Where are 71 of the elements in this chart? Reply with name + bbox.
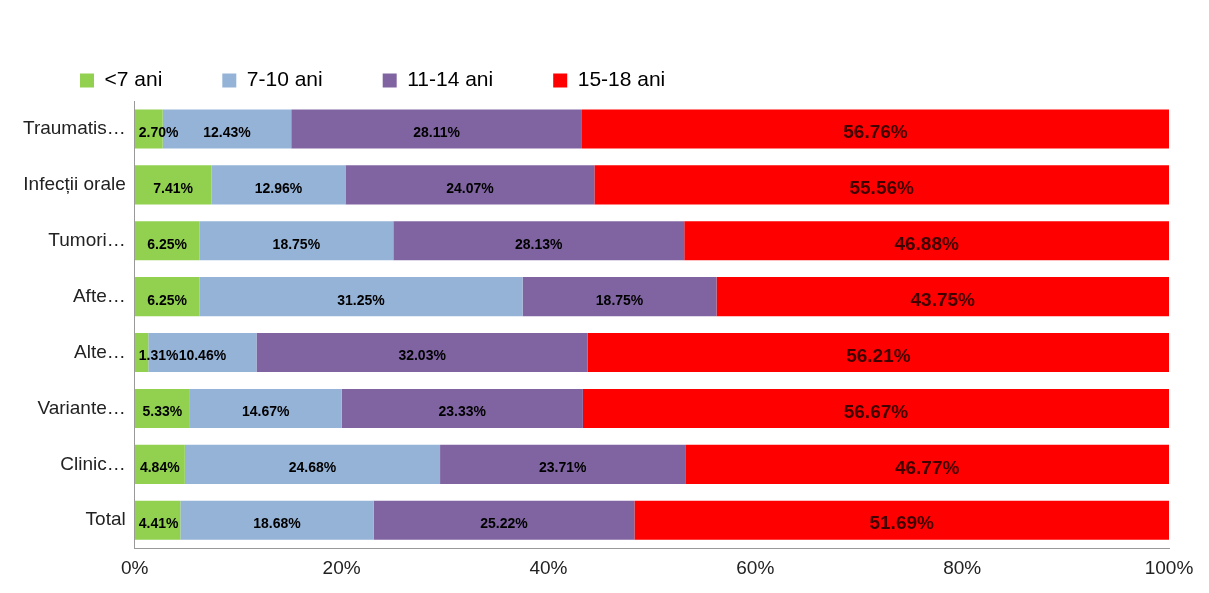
data-label: 5.33% — [142, 403, 183, 420]
legend-label: <7 ani — [104, 67, 163, 91]
y-tick-label: Variante… — [37, 396, 126, 418]
bar — [716, 277, 1169, 317]
bar — [180, 500, 374, 540]
data-label: 43.75% — [910, 288, 976, 310]
data-label: 23.71% — [538, 459, 587, 476]
bar — [685, 444, 1169, 484]
bar — [582, 388, 1169, 429]
data-label: 18.68% — [253, 515, 302, 532]
bar — [256, 332, 588, 373]
data-label: 18.75% — [595, 291, 644, 308]
data-label: 12.96% — [254, 179, 303, 196]
bar — [341, 388, 583, 429]
y-tick-label: Traumatis… — [22, 117, 126, 139]
x-tick-label: 20% — [322, 556, 361, 578]
data-label: 55.56% — [849, 177, 915, 199]
data-label: 23.33% — [438, 403, 487, 420]
legend-label: 11-14 ani — [407, 67, 494, 91]
data-label: 6.25% — [147, 235, 188, 252]
x-tick-label: 40% — [529, 556, 568, 578]
data-label: 51.69% — [869, 512, 935, 534]
bar — [634, 500, 1169, 540]
x-tick-label: 0% — [121, 556, 149, 578]
bar — [291, 109, 582, 149]
bar — [440, 444, 686, 484]
data-label: 32.03% — [398, 347, 447, 364]
data-label: 4.84% — [139, 459, 181, 476]
data-label: 56.76% — [843, 121, 908, 143]
y-tick-label: Infecții orale — [23, 173, 126, 195]
data-label: 31.25% — [337, 291, 386, 308]
data-label: 6.25% — [147, 291, 188, 308]
data-label: 10.46% — [178, 347, 227, 364]
x-tick-label: 100% — [1144, 556, 1194, 578]
y-tick-label: Total — [85, 508, 126, 530]
data-label: 56.67% — [843, 400, 909, 422]
data-label: 28.13% — [515, 235, 564, 252]
bar — [189, 388, 342, 429]
data-label: 28.11% — [413, 123, 461, 140]
data-label: 24.68% — [288, 459, 337, 476]
data-label: 7.41% — [153, 179, 194, 196]
data-label: 56.21% — [846, 344, 911, 366]
y-tick-label: Afte… — [72, 284, 126, 306]
legend-label: 7-10 ani — [246, 67, 323, 91]
bar — [594, 165, 1169, 205]
data-label: 18.75% — [272, 235, 321, 252]
y-tick-label: Alte… — [74, 340, 126, 362]
data-label: 4.41% — [138, 515, 179, 532]
bar — [199, 277, 523, 317]
bar — [684, 221, 1169, 261]
y-tick-label: Clinic… — [60, 452, 126, 474]
bar — [587, 332, 1169, 373]
bar — [211, 165, 346, 205]
data-label: 24.07% — [446, 179, 495, 196]
x-tick-label: 60% — [736, 556, 775, 578]
bar — [134, 165, 212, 205]
data-label: 25.22% — [480, 515, 529, 532]
bar — [199, 221, 394, 261]
legend-label: 15-18 ani — [577, 67, 666, 91]
bar — [581, 109, 1169, 149]
bar — [393, 221, 685, 261]
data-label: 14.67% — [242, 403, 291, 420]
bar — [522, 277, 717, 317]
data-label: 46.88% — [894, 232, 959, 254]
data-label: 46.77% — [894, 456, 960, 478]
y-tick-label: Tumori… — [48, 228, 126, 250]
bar — [184, 444, 441, 484]
x-tick-label: 80% — [943, 556, 982, 578]
data-label: 12.43% — [203, 123, 252, 140]
bar — [345, 165, 595, 205]
bar — [373, 500, 635, 540]
